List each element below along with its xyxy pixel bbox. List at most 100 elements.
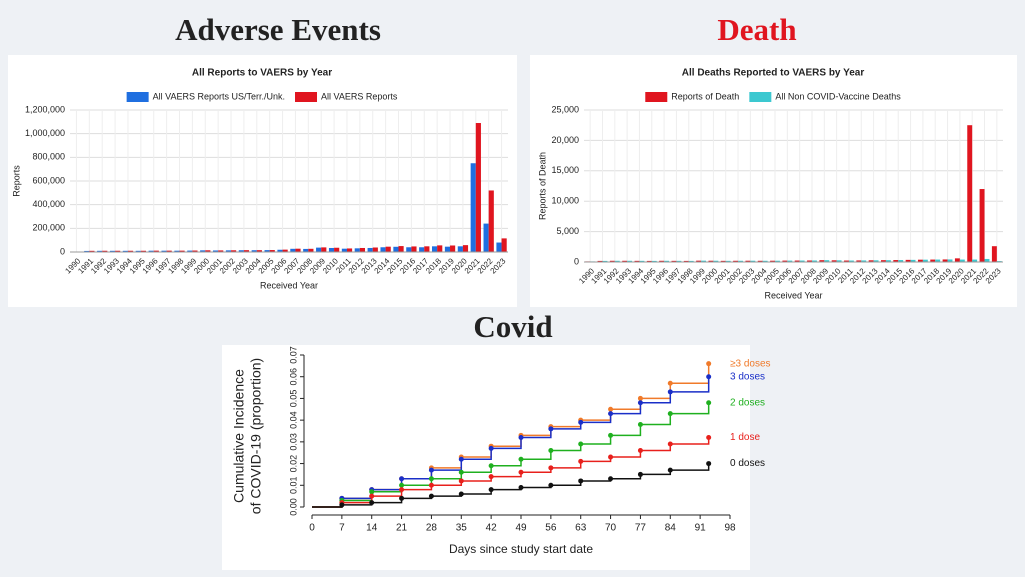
point <box>706 400 712 406</box>
series-label: 3 doses <box>730 371 765 382</box>
y-tick-label: 0 <box>574 256 579 266</box>
legend-swatch <box>749 92 772 102</box>
legend-swatch <box>126 92 149 102</box>
point <box>548 482 554 488</box>
legend-swatch <box>295 92 318 102</box>
point <box>428 476 434 482</box>
bar <box>444 246 451 252</box>
point <box>706 361 712 367</box>
bar <box>122 250 128 252</box>
point <box>578 458 584 464</box>
y-tick-label: 0.04 <box>288 411 298 429</box>
bar <box>264 250 270 252</box>
point <box>339 502 345 508</box>
y-tick-label: 0 <box>60 246 65 256</box>
bar <box>762 260 768 262</box>
point <box>369 500 375 506</box>
legend-label: Reports of Death <box>671 91 739 101</box>
bar <box>819 260 825 262</box>
point <box>548 465 554 471</box>
bar <box>431 246 438 252</box>
point <box>488 474 494 480</box>
bar <box>701 260 707 262</box>
bar <box>942 259 948 262</box>
point <box>488 463 494 469</box>
bar <box>614 260 620 262</box>
point <box>667 441 673 447</box>
bar <box>873 260 879 262</box>
bar <box>398 246 404 252</box>
point <box>488 445 494 451</box>
bar <box>922 259 928 262</box>
bar <box>231 250 237 252</box>
bar <box>708 260 714 262</box>
bar <box>880 260 886 262</box>
point <box>488 487 494 493</box>
bar <box>885 260 891 262</box>
bar <box>733 260 739 262</box>
bar <box>683 260 689 262</box>
bar <box>651 260 657 262</box>
x-tick-label: 35 <box>456 523 468 534</box>
heading: Covid <box>473 309 552 344</box>
point <box>608 476 614 482</box>
bar <box>844 260 849 262</box>
series-label: 1 dose <box>730 432 760 443</box>
bar <box>634 260 640 262</box>
x-tick-label: 63 <box>575 523 587 534</box>
bar <box>483 223 489 252</box>
bar <box>367 247 373 252</box>
x-tick-label: 84 <box>665 523 677 534</box>
y-tick-label: 0.05 <box>288 390 298 408</box>
y-tick-label: 0.01 <box>288 477 298 495</box>
point <box>667 380 673 386</box>
bar <box>346 248 353 252</box>
bar <box>316 247 322 252</box>
bar <box>192 250 198 252</box>
x-axis-label: Days since study start date <box>449 542 593 556</box>
bar <box>84 250 90 252</box>
point <box>706 461 712 467</box>
y-tick-label: 200,000 <box>32 223 65 233</box>
bar <box>787 260 793 262</box>
bar <box>696 260 702 262</box>
point <box>637 471 643 477</box>
point <box>399 487 405 493</box>
bar <box>437 245 443 252</box>
bar <box>153 250 159 252</box>
bar <box>639 260 645 262</box>
bar <box>161 250 167 252</box>
point <box>399 476 405 482</box>
bar <box>303 248 309 252</box>
point <box>369 489 375 495</box>
bar <box>406 247 412 252</box>
bar <box>256 250 262 252</box>
point <box>637 400 643 406</box>
point <box>667 467 673 473</box>
series-label: 2 doses <box>730 397 765 408</box>
x-tick-label: 98 <box>724 523 736 534</box>
bar <box>671 260 677 262</box>
series-label: 0 doses <box>730 458 765 469</box>
bar <box>848 260 854 262</box>
x-tick-label: 21 <box>396 523 408 534</box>
bar <box>385 246 391 252</box>
bar <box>424 246 430 252</box>
bar <box>775 260 780 262</box>
point <box>458 478 464 484</box>
point <box>428 493 434 499</box>
bar <box>411 246 417 252</box>
x-axis-label: Received Year <box>764 290 822 300</box>
bar <box>984 258 990 262</box>
bar <box>725 260 731 262</box>
y-tick-label: 5,000 <box>556 226 579 236</box>
x-tick-label: 7 <box>339 523 345 534</box>
bar <box>334 247 340 252</box>
y-tick-label: 20,000 <box>551 135 579 145</box>
point <box>608 454 614 460</box>
point <box>458 491 464 497</box>
bar <box>238 250 244 252</box>
bar <box>979 189 985 262</box>
